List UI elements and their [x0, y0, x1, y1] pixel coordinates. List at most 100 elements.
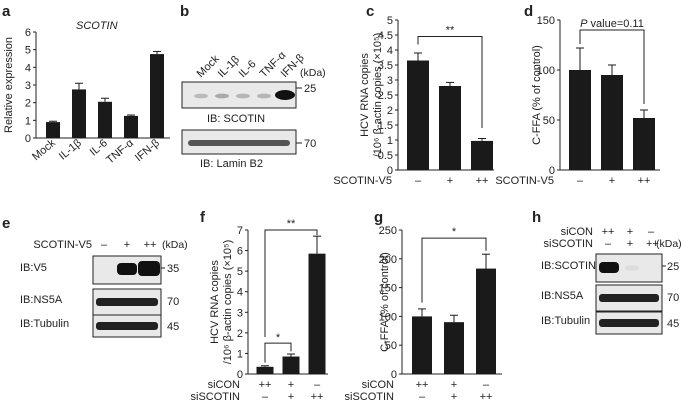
panel-label-e: e: [2, 215, 10, 232]
row1-value: –: [314, 379, 321, 391]
blot-e-band: [96, 298, 158, 306]
blot-b-lane-label: Mock: [195, 53, 222, 80]
blot-e-label-tubulin: IB:Tubulin: [20, 318, 69, 330]
blot-e-kda: (kDa): [162, 239, 188, 251]
bar: [150, 54, 164, 139]
blot-h-band: [599, 294, 659, 302]
y-tick-label: 0: [25, 133, 31, 145]
y-tick-label: 0: [387, 165, 393, 177]
panel-label-h: h: [532, 209, 541, 226]
blot-h-marker-25: 25: [667, 261, 679, 273]
blot-e-row-label: SCOTIN-V5: [33, 239, 92, 251]
blot-e-lane-2: +: [124, 239, 130, 251]
y-tick-label: 5: [237, 266, 243, 278]
blot-b-label-lamin: IB: Lamin B2: [200, 158, 263, 170]
blot-h-label-scotin: IB:SCOTIN: [541, 260, 596, 272]
bar: [256, 366, 274, 374]
row2-label: siSCOTIN: [191, 391, 241, 403]
y-tick-label: 1: [237, 348, 243, 360]
blot-e-marker-35: 35: [167, 263, 179, 275]
bar: [282, 356, 300, 374]
blot-b-label-scotin: IB: SCOTIN: [207, 113, 265, 125]
blot-e-band: [96, 322, 158, 330]
blot-h-marker-45: 45: [667, 318, 679, 330]
blot-h-band: [599, 262, 619, 273]
blot-e-lane-1: –: [101, 239, 108, 251]
y-tick-label: 1: [387, 135, 393, 147]
x-tick-label: TNF-α: [104, 137, 136, 167]
row1-value: +: [451, 379, 457, 391]
y-axis-label: C-FFA (% of control): [531, 45, 543, 145]
y-tick-label: 3.5: [378, 60, 393, 72]
y-tick-label: 2: [237, 328, 243, 340]
blot-h-row2-1: –: [605, 238, 612, 250]
bar: [412, 316, 432, 374]
row2-value: +: [451, 391, 457, 403]
row2-value: +: [288, 391, 294, 403]
significance-bracket: [579, 29, 645, 104]
blot-e-band: [138, 261, 160, 276]
y-tick-label: 3: [237, 307, 243, 319]
blot-b-band: [194, 93, 208, 99]
significance-bracket: [264, 342, 292, 363]
y-tick-label: 0: [391, 369, 397, 381]
blot-h-row2-3: ++: [646, 238, 659, 250]
chart-c: 0 0.5 1 1.5 2 2.5 3 3.5 4 4.5 5 HCV RNA copies/10⁶ …: [333, 15, 494, 187]
y-tick-label: 50: [385, 340, 397, 352]
x-tick-label: IFN-β: [133, 137, 162, 164]
x-tick-label: +: [609, 175, 615, 187]
y-tick-label: 2: [387, 105, 393, 117]
x-tick-label: IL-1β: [57, 137, 84, 162]
y-tick-label: 150: [379, 283, 397, 295]
blot-h-label-tubulin: IB:Tubulin: [541, 315, 590, 327]
row1-value: ++: [259, 379, 272, 391]
bar: [476, 268, 496, 374]
panel-label-f: f: [200, 209, 206, 226]
blot-b-marker-25: 25: [304, 83, 316, 95]
chart-a: 0 1 2 3 4 5 6 Relative expression SCOTIN MockIL-1…: [3, 20, 170, 166]
row1-label: siCON: [362, 379, 394, 391]
bar: [569, 70, 591, 170]
y-tick-label: 0.5: [378, 150, 393, 162]
blot-h-row1-label: siCON: [561, 226, 593, 238]
row2-value: ++: [311, 391, 324, 403]
bar: [46, 122, 60, 138]
significance-bracket: [264, 229, 318, 337]
y-tick-label: 1: [25, 115, 31, 127]
row-label: SCOTIN-V5: [495, 175, 554, 187]
blot-b-lane-label: IL-1β: [216, 54, 242, 80]
blot-b-band: [236, 93, 250, 99]
blot-h-row2-2: +: [627, 238, 633, 250]
blot-e: SCOTIN-V5 – + ++ (kDa) IB:V5 35 IB:NS5A …: [20, 239, 188, 338]
blot-b-marker-70: 70: [304, 138, 316, 150]
row2-value: –: [262, 391, 269, 403]
blot-b-band: [257, 93, 271, 99]
y-tick-label: 200: [379, 254, 397, 266]
row2-label: siSCOTIN: [345, 391, 395, 403]
bar: [124, 115, 138, 138]
blot-h-band: [625, 265, 639, 271]
y-axis-label-line2: /10⁶ β-actin copies (×10⁵): [222, 240, 234, 365]
y-tick-label: 3: [387, 75, 393, 87]
row2-value: ++: [480, 391, 493, 403]
y-tick-label: 2.5: [378, 90, 393, 102]
chart-f: 0 1 2 3 4 5 6 7 HCV RNA copies/10⁶ β-actin copie…: [191, 218, 328, 403]
blot-e-marker-45: 45: [167, 321, 179, 333]
y-axis-label: Relative expression: [3, 37, 15, 133]
y-tick-label: 50: [543, 115, 555, 127]
y-tick-label: 0: [237, 369, 243, 381]
row2-value: –: [419, 391, 426, 403]
chart-d: 0 50 100 150 C-FFA (% of control) SCOTIN-V5 – +…: [495, 15, 660, 187]
y-tick-label: 100: [537, 65, 555, 77]
y-tick-label: 0: [549, 165, 555, 177]
y-tick-label: 7: [237, 225, 243, 237]
blot-e-marker-70: 70: [167, 296, 179, 308]
significance-label: P value=0.11: [580, 18, 644, 30]
blot-h-band: [599, 319, 659, 327]
chart-title: SCOTIN: [76, 20, 118, 32]
y-tick-label: 4: [237, 287, 243, 299]
blot-e-label-v5: IB:V5: [20, 262, 47, 274]
blot-h-row1-1: ++: [602, 226, 615, 238]
